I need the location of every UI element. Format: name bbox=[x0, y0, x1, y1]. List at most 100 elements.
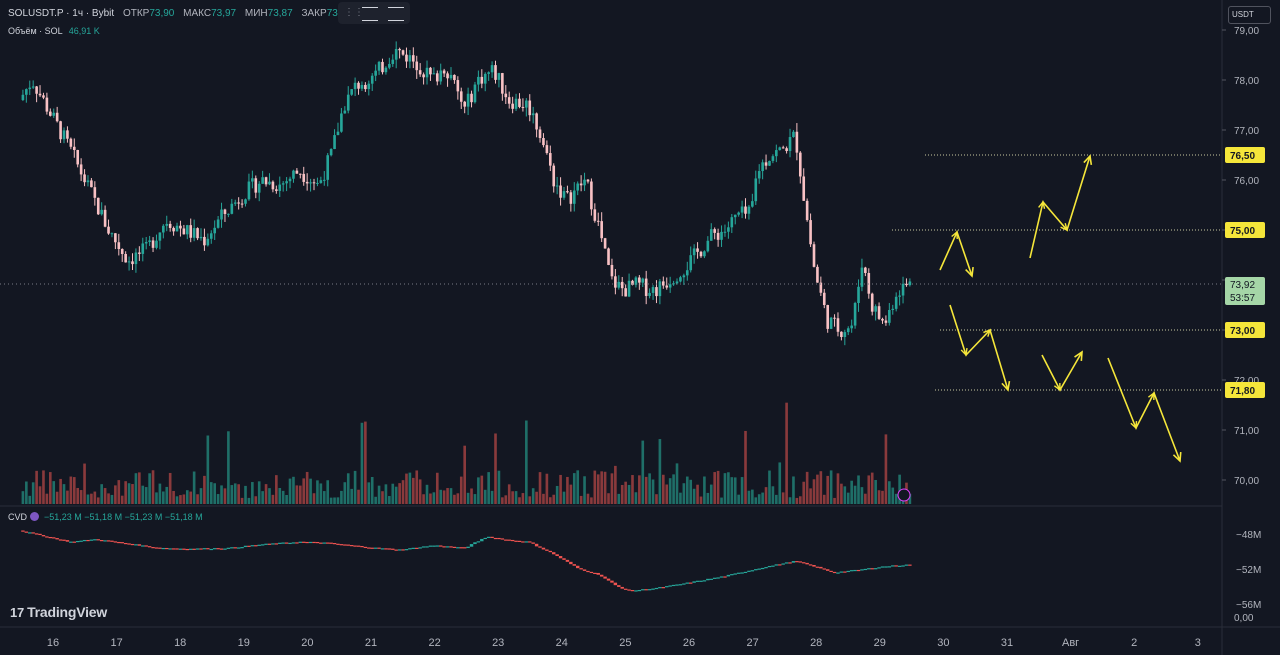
volume-bar bbox=[891, 487, 895, 504]
volume-bar bbox=[733, 477, 737, 504]
volume-bar bbox=[353, 470, 357, 504]
cvd-bar bbox=[863, 568, 868, 571]
candle-body bbox=[353, 82, 357, 90]
volume-bar bbox=[627, 484, 631, 504]
cvd-bar bbox=[836, 572, 840, 574]
volume-bar bbox=[497, 470, 501, 504]
candle-body bbox=[795, 131, 799, 153]
candle-body bbox=[346, 94, 350, 111]
cvd-bar bbox=[558, 556, 563, 559]
volume-bar bbox=[401, 480, 405, 504]
tradingview-logo: 17 TradingView bbox=[10, 604, 107, 620]
volume-bar bbox=[483, 489, 487, 504]
cvd-bar bbox=[278, 542, 282, 544]
candle-body bbox=[117, 242, 121, 249]
cvd-bar bbox=[641, 589, 645, 591]
cvd-bar bbox=[130, 543, 135, 546]
symbol-label[interactable]: SOLUSDT.P · 1ч · Bybit bbox=[8, 8, 115, 19]
volume-bar bbox=[703, 476, 706, 504]
cvd-tick-label: −52M bbox=[1236, 565, 1261, 576]
x-tick-label: 19 bbox=[238, 637, 250, 649]
cvd-bar bbox=[226, 547, 231, 549]
candle-body bbox=[593, 209, 597, 221]
arrow-head bbox=[983, 328, 992, 337]
candle-body bbox=[298, 173, 302, 175]
candle-body bbox=[833, 317, 836, 319]
cvd-bar bbox=[189, 548, 193, 550]
cvd-bar bbox=[531, 542, 535, 544]
volume-bar bbox=[442, 490, 446, 504]
cvd-label[interactable]: CVD bbox=[8, 512, 28, 522]
candle-body bbox=[185, 225, 189, 235]
candle-body bbox=[374, 70, 377, 76]
layout-right-icon[interactable] bbox=[388, 7, 404, 21]
candle-body bbox=[268, 181, 271, 185]
candle-body bbox=[586, 179, 590, 182]
cvd-bar bbox=[305, 541, 309, 544]
candle-body bbox=[809, 220, 812, 245]
candle-body bbox=[699, 251, 703, 257]
candle-body bbox=[860, 267, 864, 287]
cvd-bar bbox=[798, 561, 803, 563]
candle-body bbox=[504, 93, 508, 98]
candle-body bbox=[336, 131, 340, 136]
candle-body bbox=[93, 187, 97, 198]
cvd-tick-label: −48M bbox=[1236, 530, 1261, 541]
volume-bar bbox=[850, 480, 853, 504]
cvd-bar bbox=[689, 582, 693, 584]
cvd-bar bbox=[764, 567, 768, 569]
candle-body bbox=[220, 209, 223, 220]
volume-label: Объём · SOL bbox=[8, 26, 63, 36]
volume-bar bbox=[857, 475, 860, 504]
candle-body bbox=[21, 94, 25, 100]
drag-handle-icon[interactable]: ⋮⋮ bbox=[344, 7, 364, 18]
cvd-bar bbox=[534, 543, 539, 547]
candle-body bbox=[881, 318, 884, 321]
volume-bar bbox=[833, 497, 836, 504]
cvd-bar bbox=[819, 566, 823, 569]
volume-bar bbox=[175, 496, 179, 504]
volume-bar bbox=[761, 492, 764, 504]
arrow-head bbox=[1147, 391, 1155, 401]
candle-body bbox=[525, 100, 528, 108]
cvd-bar bbox=[829, 570, 833, 573]
volume-bar bbox=[480, 475, 484, 504]
volume-bar bbox=[463, 445, 466, 504]
volume-bar bbox=[802, 481, 806, 504]
cvd-bar bbox=[846, 570, 850, 573]
cvd-bar bbox=[349, 545, 354, 547]
currency-selector[interactable]: USDT bbox=[1228, 6, 1271, 24]
volume-bar bbox=[713, 472, 716, 504]
candle-body bbox=[545, 145, 549, 154]
cvd-bar bbox=[158, 547, 162, 549]
candle-body bbox=[305, 181, 309, 184]
cvd-bar bbox=[72, 541, 76, 543]
cvd-bar bbox=[620, 586, 624, 589]
level-price-tag bbox=[1225, 222, 1265, 238]
candle-body bbox=[483, 73, 487, 84]
volume-bar bbox=[466, 492, 470, 504]
candle-body bbox=[631, 280, 634, 285]
candle-body bbox=[144, 241, 148, 244]
candle-body bbox=[675, 281, 679, 284]
volume-bar bbox=[288, 478, 292, 504]
candle-body bbox=[230, 203, 234, 214]
volume-bar bbox=[364, 421, 367, 504]
cvd-bar bbox=[21, 530, 25, 532]
candle-body bbox=[648, 292, 651, 296]
cvd-bar bbox=[79, 540, 83, 542]
volume-bar bbox=[473, 494, 477, 504]
cvd-bar bbox=[784, 562, 789, 564]
arrow-head bbox=[960, 347, 968, 357]
candle-body bbox=[127, 261, 131, 263]
x-tick-label: 25 bbox=[619, 637, 631, 649]
candle-body bbox=[737, 212, 740, 215]
candle-body bbox=[569, 192, 573, 204]
cvd-bar bbox=[322, 542, 326, 544]
volume-bar bbox=[884, 434, 888, 504]
candle-body bbox=[309, 182, 312, 184]
candle-body bbox=[644, 278, 648, 296]
volume-bar bbox=[227, 431, 230, 504]
layout-left-icon[interactable] bbox=[362, 7, 378, 21]
